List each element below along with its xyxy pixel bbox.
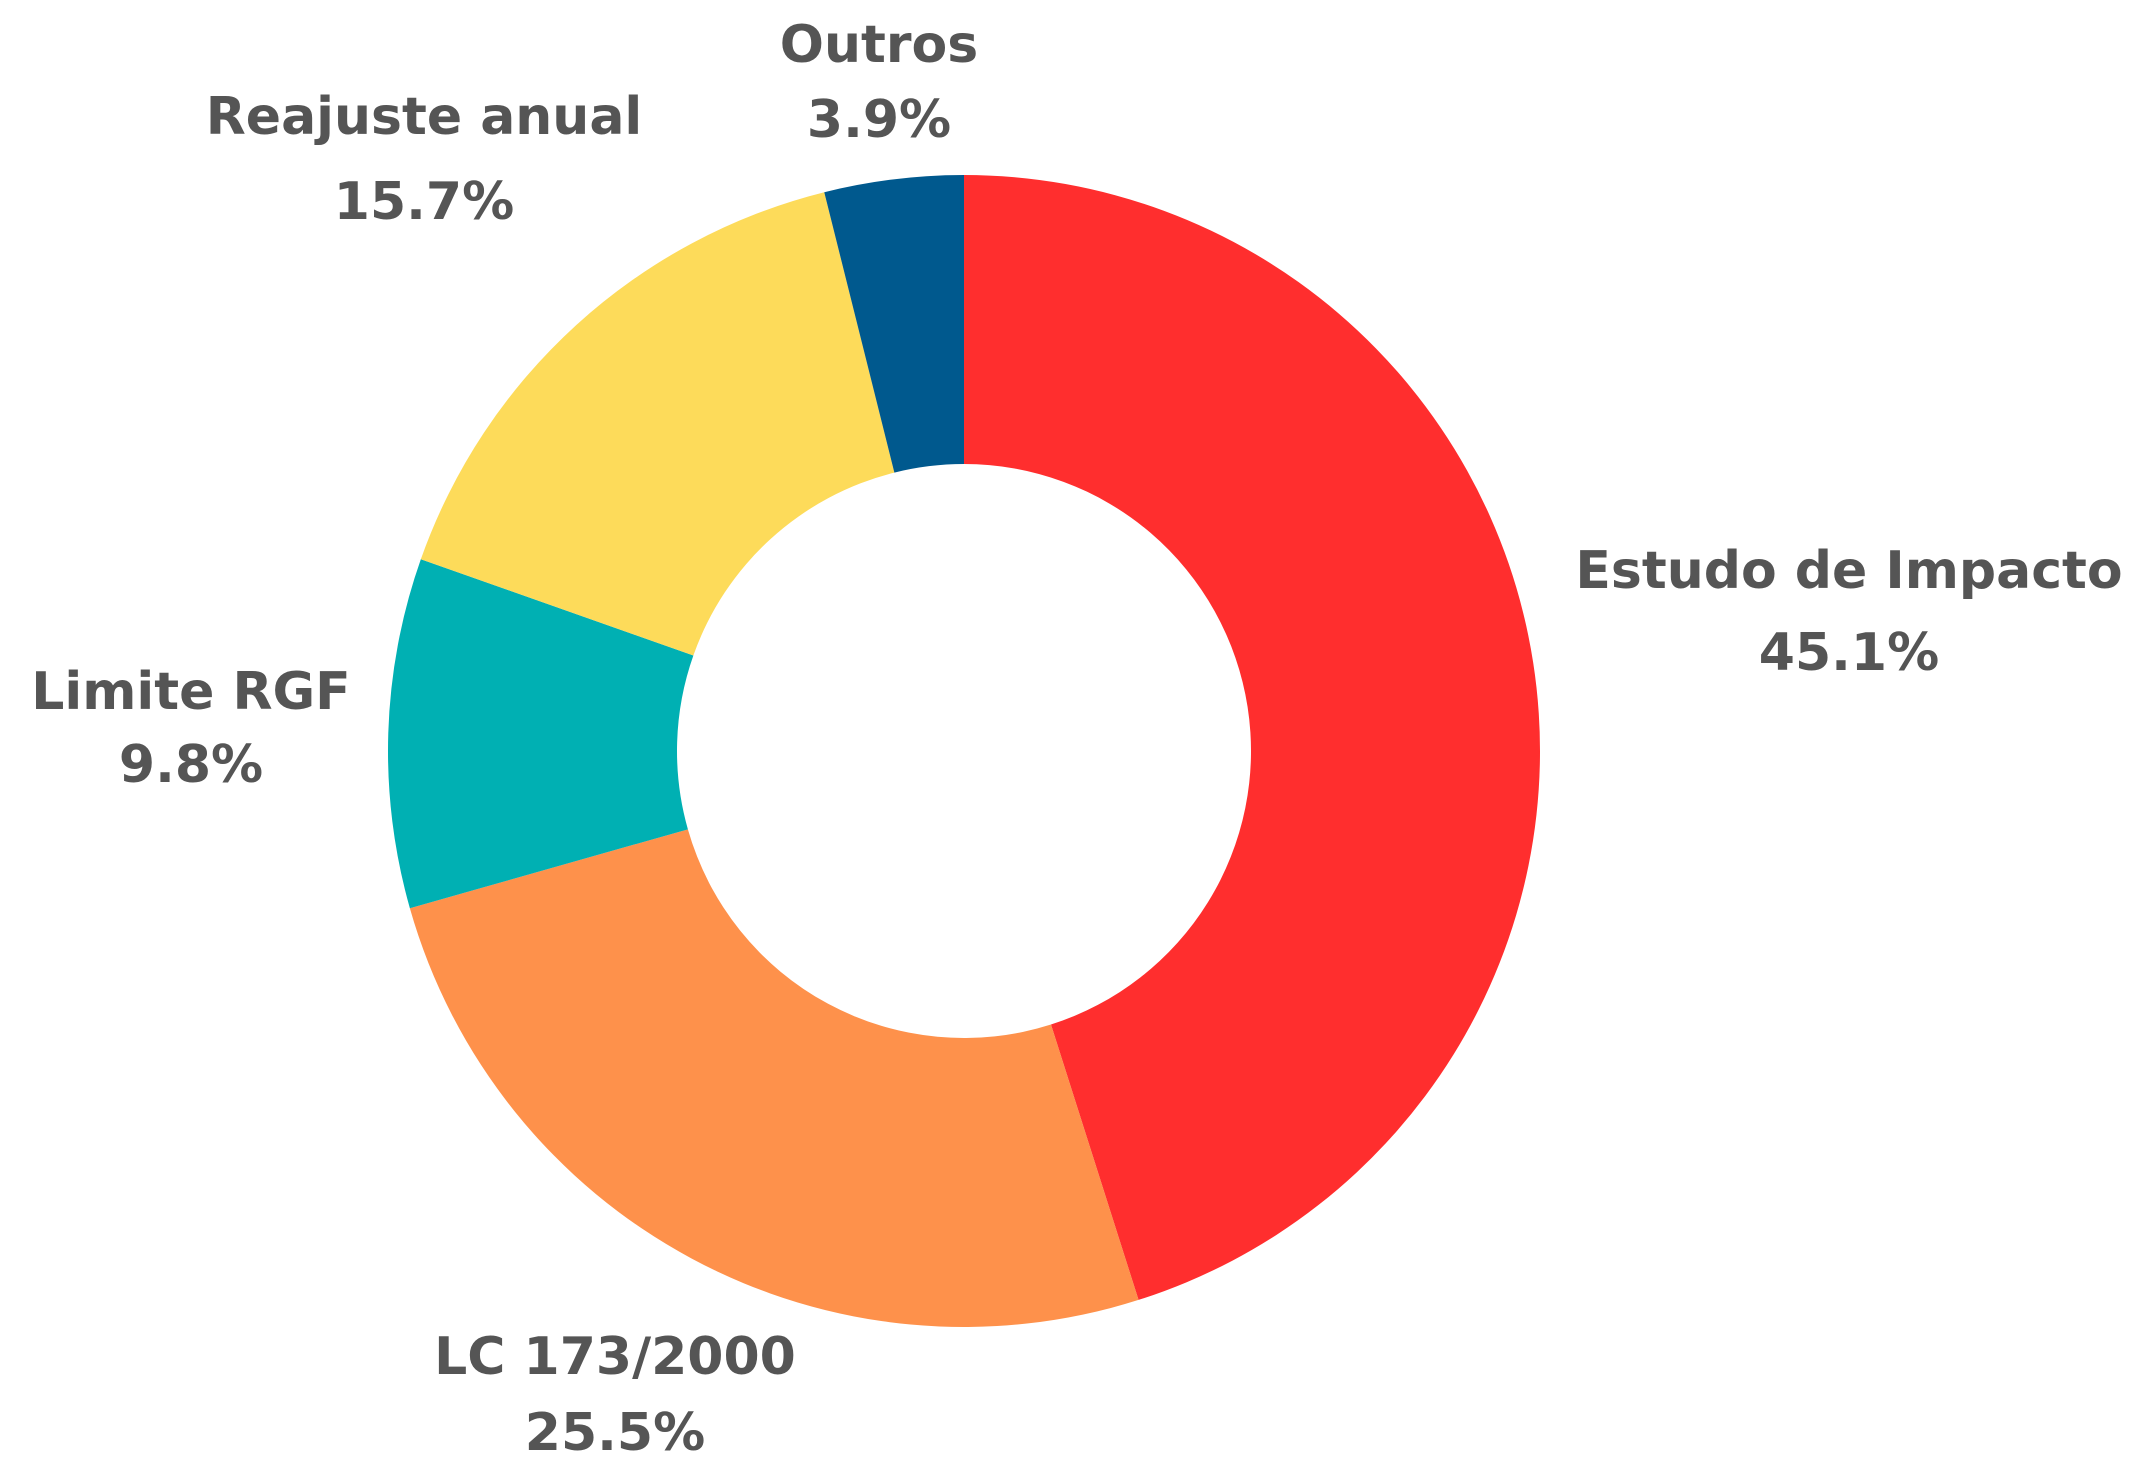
donut-slice — [824, 175, 964, 473]
slice-label: Limite RGF — [31, 662, 350, 722]
slice-value-label: 9.8% — [119, 735, 263, 795]
donut-slice — [964, 174, 1541, 1300]
slice-label: LC 173/2000 — [434, 1327, 796, 1387]
slice-value-label: 45.1% — [1759, 623, 1939, 683]
slice-label: Outros — [780, 15, 978, 75]
donut-slice — [388, 559, 694, 909]
donut-slice — [420, 192, 895, 656]
slice-value-label: 3.9% — [807, 90, 951, 150]
slice-label: Reajuste anual — [206, 87, 642, 147]
slice-value-label: 25.5% — [525, 1403, 705, 1458]
slice-value-label: 15.7% — [334, 172, 514, 232]
slice-label: Estudo de Impacto — [1575, 541, 2122, 601]
donut-slice — [409, 829, 1139, 1328]
